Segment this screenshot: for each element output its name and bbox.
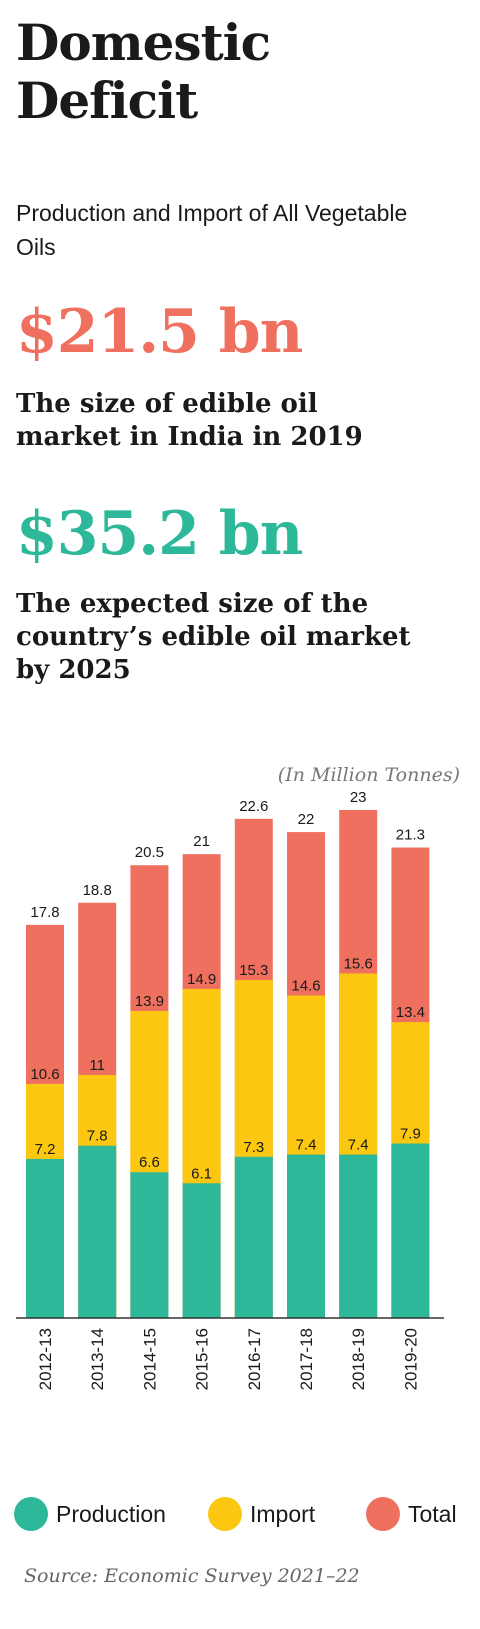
stat-description-line: country’s edible oil market bbox=[16, 622, 411, 652]
stacked-bar-chart: 17.8 10.6 7.2 2012-13 18.8 11 7.8 2013-14 20.5 13… bbox=[16, 790, 444, 1390]
data-label-total: 23 bbox=[350, 790, 367, 806]
stat-value-2025: $35.2 bn bbox=[16, 499, 303, 569]
legend-item-total: Total bbox=[366, 1496, 457, 1532]
legend-item-import: Import bbox=[208, 1496, 315, 1532]
data-label-import: 15.6 bbox=[344, 955, 373, 972]
bar-production bbox=[78, 1145, 117, 1318]
legend-label-total: Total bbox=[408, 1500, 457, 1527]
bar-production bbox=[339, 1154, 378, 1318]
data-label-total: 21.3 bbox=[396, 827, 425, 844]
legend-swatch-total bbox=[366, 1497, 400, 1531]
x-tick-label: 2014-15 bbox=[140, 1328, 159, 1390]
bar-production bbox=[130, 1172, 169, 1318]
stat-description-line: The size of edible oil bbox=[16, 389, 318, 419]
legend-item-production: Production bbox=[14, 1496, 166, 1532]
page-subtitle: Production and Import of All Vegetable O… bbox=[16, 200, 408, 260]
title-line-2: Deficit bbox=[16, 71, 198, 130]
x-tick-label: 2012-13 bbox=[36, 1328, 55, 1390]
x-tick-label: 2017-18 bbox=[297, 1328, 316, 1390]
legend-label-import: Import bbox=[250, 1500, 316, 1527]
data-label-import: 13.9 bbox=[135, 993, 164, 1010]
legend-swatch-import bbox=[208, 1497, 242, 1531]
data-label-production: 6.6 bbox=[139, 1154, 160, 1171]
stat-description-line: market in India in 2019 bbox=[16, 422, 363, 452]
chart-legend: Production Import Total bbox=[14, 1496, 470, 1532]
data-label-total: 20.5 bbox=[135, 844, 164, 861]
data-label-production: 7.3 bbox=[243, 1139, 264, 1156]
x-tick-label: 2013-14 bbox=[88, 1328, 107, 1390]
data-label-total: 18.8 bbox=[83, 882, 112, 899]
data-label-import: 11 bbox=[89, 1057, 105, 1074]
bar-production bbox=[182, 1183, 221, 1318]
data-label-total: 22.6 bbox=[239, 798, 268, 815]
data-label-production: 7.4 bbox=[296, 1137, 317, 1154]
x-tick-label: 2019-20 bbox=[401, 1328, 420, 1390]
stat-description-line: The expected size of the bbox=[16, 589, 369, 619]
x-tick-label: 2018-19 bbox=[349, 1328, 368, 1390]
bar-production bbox=[26, 1158, 64, 1318]
bar-production bbox=[287, 1154, 325, 1318]
data-label-production: 7.9 bbox=[400, 1126, 421, 1143]
stat-description-2019: The size of edible oil market in India i… bbox=[16, 388, 471, 454]
legend-label-production: Production bbox=[56, 1500, 166, 1527]
stat-description-line: by 2025 bbox=[16, 655, 131, 685]
data-label-import: 14.9 bbox=[187, 971, 216, 988]
data-label-total: 21 bbox=[193, 833, 210, 850]
data-label-production: 7.8 bbox=[87, 1128, 108, 1145]
data-label-total: 17.8 bbox=[30, 904, 59, 921]
title-line-1: Domestic bbox=[16, 13, 271, 72]
x-tick-label: 2015-16 bbox=[193, 1328, 212, 1390]
data-label-import: 13.4 bbox=[396, 1004, 425, 1021]
data-label-production: 7.4 bbox=[348, 1137, 369, 1154]
source-note: Source: Economic Survey 2021–22 bbox=[24, 1565, 360, 1587]
bar-production bbox=[234, 1156, 273, 1318]
bar-production bbox=[391, 1143, 430, 1318]
data-label-production: 6.1 bbox=[191, 1165, 212, 1182]
stat-description-2025: The expected size of the country’s edibl… bbox=[16, 588, 471, 687]
data-label-total: 22 bbox=[298, 811, 315, 828]
data-label-production: 7.2 bbox=[35, 1141, 56, 1158]
legend-swatch-production bbox=[14, 1497, 48, 1531]
data-label-import: 15.3 bbox=[239, 962, 268, 979]
stat-value-2019: $21.5 bn bbox=[16, 297, 303, 367]
data-label-import: 14.6 bbox=[291, 978, 320, 995]
page-title: Domestic Deficit bbox=[16, 13, 271, 130]
x-tick-label: 2016-17 bbox=[245, 1328, 264, 1390]
data-label-import: 10.6 bbox=[30, 1066, 59, 1083]
units-label: (In Million Tonnes) bbox=[277, 764, 460, 786]
